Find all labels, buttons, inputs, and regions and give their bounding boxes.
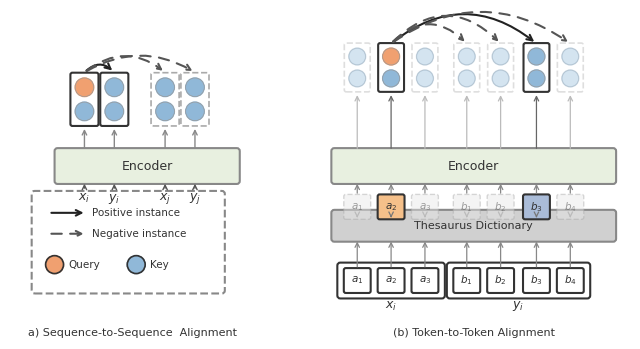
Circle shape xyxy=(383,70,399,87)
FancyBboxPatch shape xyxy=(453,268,480,293)
FancyBboxPatch shape xyxy=(378,43,404,92)
Text: (b) Token-to-Token Alignment: (b) Token-to-Token Alignment xyxy=(393,328,555,338)
FancyBboxPatch shape xyxy=(181,73,209,126)
Text: $a_1$: $a_1$ xyxy=(351,201,364,213)
FancyBboxPatch shape xyxy=(487,268,514,293)
Text: $b_1$: $b_1$ xyxy=(460,200,473,214)
Text: $b_4$: $b_4$ xyxy=(564,274,577,288)
Circle shape xyxy=(186,78,204,97)
Circle shape xyxy=(156,78,174,97)
FancyBboxPatch shape xyxy=(332,210,616,242)
Text: $b_4$: $b_4$ xyxy=(564,200,577,214)
FancyBboxPatch shape xyxy=(100,73,129,126)
Text: $a_2$: $a_2$ xyxy=(385,275,397,287)
FancyBboxPatch shape xyxy=(378,194,404,219)
Text: $b_3$: $b_3$ xyxy=(530,200,543,214)
FancyBboxPatch shape xyxy=(151,73,179,126)
FancyBboxPatch shape xyxy=(453,194,480,219)
Circle shape xyxy=(75,78,93,97)
FancyBboxPatch shape xyxy=(54,148,240,184)
Text: Negative instance: Negative instance xyxy=(92,229,187,239)
Circle shape xyxy=(417,48,433,65)
Text: $y_j$: $y_j$ xyxy=(189,191,201,206)
Text: Thesaurus Dictionary: Thesaurus Dictionary xyxy=(414,221,533,231)
FancyBboxPatch shape xyxy=(344,268,371,293)
Circle shape xyxy=(349,70,365,87)
Text: Query: Query xyxy=(68,260,100,270)
Text: Key: Key xyxy=(150,260,169,270)
Circle shape xyxy=(458,48,476,65)
FancyBboxPatch shape xyxy=(412,194,438,219)
FancyBboxPatch shape xyxy=(523,194,550,219)
Circle shape xyxy=(562,70,579,87)
Circle shape xyxy=(492,70,509,87)
FancyBboxPatch shape xyxy=(412,43,438,92)
FancyBboxPatch shape xyxy=(70,73,99,126)
Text: $b_3$: $b_3$ xyxy=(530,274,543,288)
Text: $y_i$: $y_i$ xyxy=(513,299,525,313)
Text: Positive instance: Positive instance xyxy=(92,208,180,218)
Circle shape xyxy=(45,256,63,274)
Text: $a_3$: $a_3$ xyxy=(419,275,431,287)
FancyBboxPatch shape xyxy=(378,268,404,293)
Circle shape xyxy=(127,256,145,274)
Circle shape xyxy=(492,48,509,65)
Text: $b_2$: $b_2$ xyxy=(494,274,507,288)
Text: $a_2$: $a_2$ xyxy=(385,201,397,213)
Text: $x_i$: $x_i$ xyxy=(78,192,90,206)
Circle shape xyxy=(75,102,93,121)
Circle shape xyxy=(186,102,204,121)
Text: $x_j$: $x_j$ xyxy=(159,191,171,206)
Circle shape xyxy=(383,48,399,65)
FancyBboxPatch shape xyxy=(524,43,549,92)
FancyBboxPatch shape xyxy=(412,268,438,293)
FancyBboxPatch shape xyxy=(454,43,480,92)
Text: Encoder: Encoder xyxy=(448,159,499,172)
Circle shape xyxy=(105,102,124,121)
Text: $a_1$: $a_1$ xyxy=(351,275,364,287)
Circle shape xyxy=(562,48,579,65)
Text: $a_3$: $a_3$ xyxy=(419,201,431,213)
Circle shape xyxy=(156,102,174,121)
FancyBboxPatch shape xyxy=(557,43,583,92)
FancyBboxPatch shape xyxy=(332,148,616,184)
Text: Encoder: Encoder xyxy=(122,159,173,172)
FancyBboxPatch shape xyxy=(557,194,584,219)
Text: a) Sequence-to-Sequence  Alignment: a) Sequence-to-Sequence Alignment xyxy=(28,328,237,338)
Circle shape xyxy=(349,48,365,65)
FancyBboxPatch shape xyxy=(487,194,514,219)
Circle shape xyxy=(105,78,124,97)
Circle shape xyxy=(528,48,545,65)
Circle shape xyxy=(528,70,545,87)
Text: $b_1$: $b_1$ xyxy=(460,274,473,288)
Text: $y_i$: $y_i$ xyxy=(108,192,120,206)
FancyBboxPatch shape xyxy=(344,194,371,219)
FancyBboxPatch shape xyxy=(523,268,550,293)
FancyBboxPatch shape xyxy=(488,43,513,92)
FancyBboxPatch shape xyxy=(557,268,584,293)
Text: $b_2$: $b_2$ xyxy=(494,200,507,214)
FancyBboxPatch shape xyxy=(344,43,370,92)
Circle shape xyxy=(458,70,476,87)
Text: $x_i$: $x_i$ xyxy=(385,300,397,313)
Circle shape xyxy=(417,70,433,87)
